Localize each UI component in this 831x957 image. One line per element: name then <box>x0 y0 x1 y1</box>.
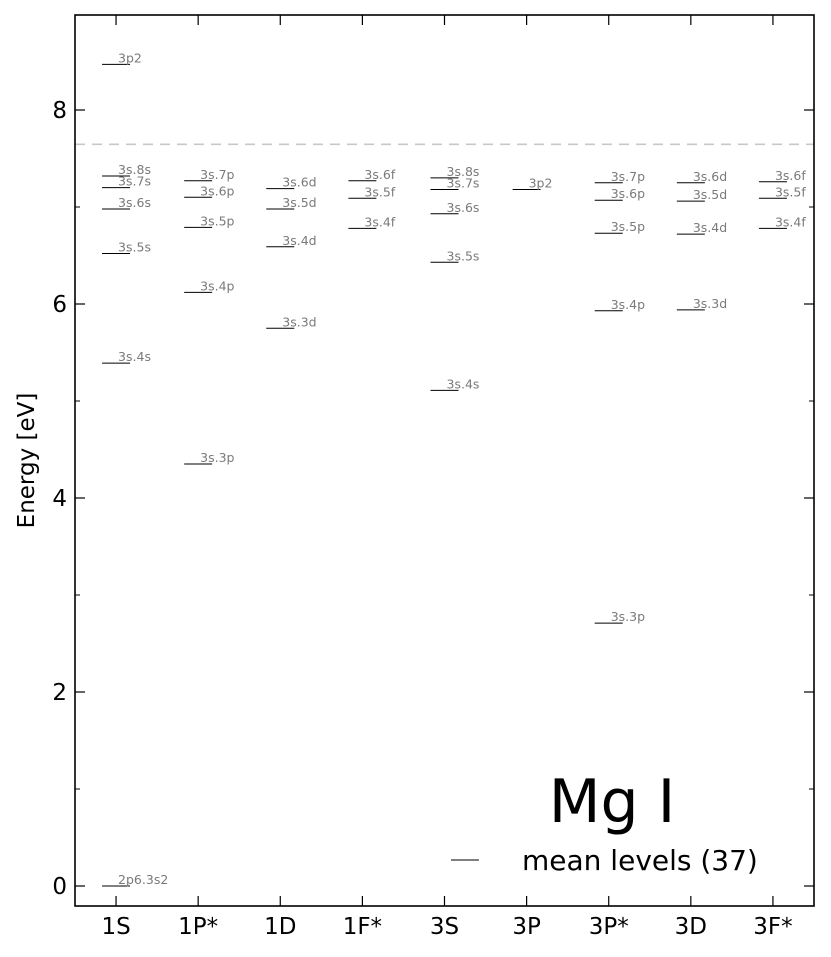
energy-level-label: 3s.4f <box>775 214 806 229</box>
energy-level-label: 3s.6p <box>611 186 645 201</box>
x-tick-label: 1P* <box>178 914 218 940</box>
energy-level-label: 3s.7s <box>118 174 151 189</box>
energy-level-label: 3s.7p <box>611 169 645 184</box>
x-tick-label: 3P* <box>589 914 629 940</box>
x-tick-label: 3D <box>675 914 707 940</box>
energy-level-label: 2p6.3s2 <box>118 872 168 887</box>
energy-level-label: 3s.4p <box>200 278 234 293</box>
x-tick-label: 1F* <box>343 914 382 940</box>
energy-level-label: 3s.7s <box>447 176 480 191</box>
energy-level-label: 3s.6f <box>775 168 806 183</box>
y-tick-label: 6 <box>52 292 67 318</box>
ticks-layer: 0 2 4 6 8 1S 1P* 1D 1F* 3S 3P 3P* 3D 3F* <box>52 15 814 940</box>
energy-level-label: 3s.6p <box>200 183 234 198</box>
energy-level-label: 3s.3p <box>200 450 234 465</box>
energy-level-label: 3s.5p <box>611 219 645 234</box>
energy-level-label: 3s.7p <box>200 167 234 182</box>
x-tick-label: 1D <box>264 914 296 940</box>
energy-level-label: 3s.3d <box>282 314 316 329</box>
energy-level-label: 3s.4s <box>118 349 151 364</box>
y-tick-label: 2 <box>52 680 67 706</box>
energy-level-label: 3s.3p <box>611 609 645 624</box>
x-tick-label: 3F* <box>753 914 792 940</box>
energy-level-label: 3s.5f <box>364 184 395 199</box>
energy-level-label: 3p2 <box>529 176 553 191</box>
y-tick-label: 4 <box>52 486 67 512</box>
x-tick-label: 1S <box>101 914 130 940</box>
chart-title: Mg I <box>549 767 676 837</box>
energy-level-label: 3s.5s <box>118 240 151 255</box>
legend-label: mean levels (37) <box>522 844 758 877</box>
energy-level-label: 3s.5d <box>282 195 316 210</box>
energy-level-label: 3p2 <box>118 50 142 65</box>
x-tick-label: 3P <box>512 914 541 940</box>
energy-level-label: 3s.6d <box>693 169 727 184</box>
y-axis-label: Energy [eV] <box>14 393 40 529</box>
energy-level-label: 3s.6d <box>282 175 316 190</box>
energy-level-label: 3s.8s <box>118 162 151 177</box>
energy-level-label: 3s.4s <box>447 376 480 391</box>
energy-level-label: 3s.8s <box>447 164 480 179</box>
energy-level-label: 3s.4d <box>282 233 316 248</box>
energy-level-label: 3s.6s <box>118 195 151 210</box>
energy-level-label: 3s.5s <box>447 248 480 263</box>
plot-frame <box>74 14 815 907</box>
x-tick-label: 3S <box>430 914 459 940</box>
y-tick-label: 8 <box>52 98 67 124</box>
y-tick-label: 0 <box>52 874 67 900</box>
energy-level-label: 3s.4p <box>611 297 645 312</box>
levels-layer: 2p6.3s23s.4s3s.5s3s.6s3s.7s3s.8s3p23s.3p… <box>102 50 806 887</box>
energy-level-label: 3s.5d <box>693 187 727 202</box>
energy-level-label: 3s.5f <box>775 184 806 199</box>
energy-level-label: 3s.4d <box>693 220 727 235</box>
energy-level-label: 3s.6s <box>447 200 480 215</box>
energy-level-label: 3s.4f <box>364 214 395 229</box>
energy-level-label: 3s.5p <box>200 213 234 228</box>
energy-level-label: 3s.6f <box>364 167 395 182</box>
energy-level-label: 3s.3d <box>693 296 727 311</box>
